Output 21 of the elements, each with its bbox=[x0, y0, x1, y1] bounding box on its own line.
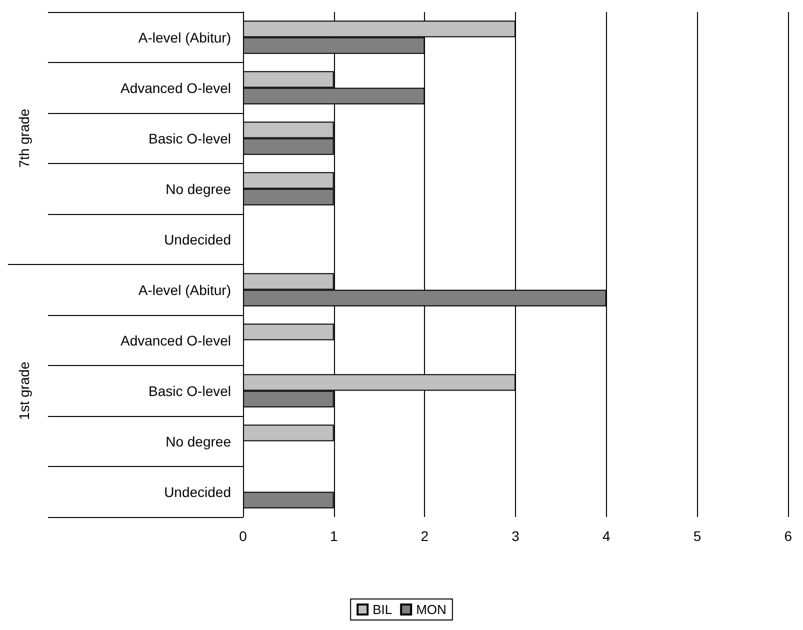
x-tick-label: 0 bbox=[239, 528, 248, 544]
legend-label: BIL bbox=[372, 602, 392, 617]
y-tick-label: A-level (Abitur) bbox=[138, 29, 231, 46]
y-tick-label: No degree bbox=[166, 433, 232, 450]
y-tick-label: Advanced O-level bbox=[120, 332, 231, 348]
x-tick-label: 2 bbox=[420, 528, 429, 544]
y-tick-label: Basic O-level bbox=[148, 382, 231, 399]
x-tick-label: 1 bbox=[330, 528, 338, 544]
y-tick-label: Undecided bbox=[164, 231, 231, 248]
y-tick-label: A-level (Abitur) bbox=[138, 282, 231, 298]
y-tick-label: Advanced O-level bbox=[120, 80, 231, 96]
text: 1st grade bbox=[16, 361, 32, 420]
x-tick-label: 5 bbox=[693, 528, 702, 544]
y-tick-label: No degree bbox=[166, 180, 232, 197]
x-tick-label: 6 bbox=[784, 528, 792, 544]
x-tick-label: 4 bbox=[602, 528, 611, 544]
text: 7th grade bbox=[16, 108, 32, 168]
y-tick-label: Basic O-level bbox=[148, 130, 231, 146]
y-tick-label: Undecided bbox=[164, 484, 231, 500]
legend-label: MON bbox=[416, 602, 446, 617]
x-tick-label: 3 bbox=[512, 528, 520, 544]
